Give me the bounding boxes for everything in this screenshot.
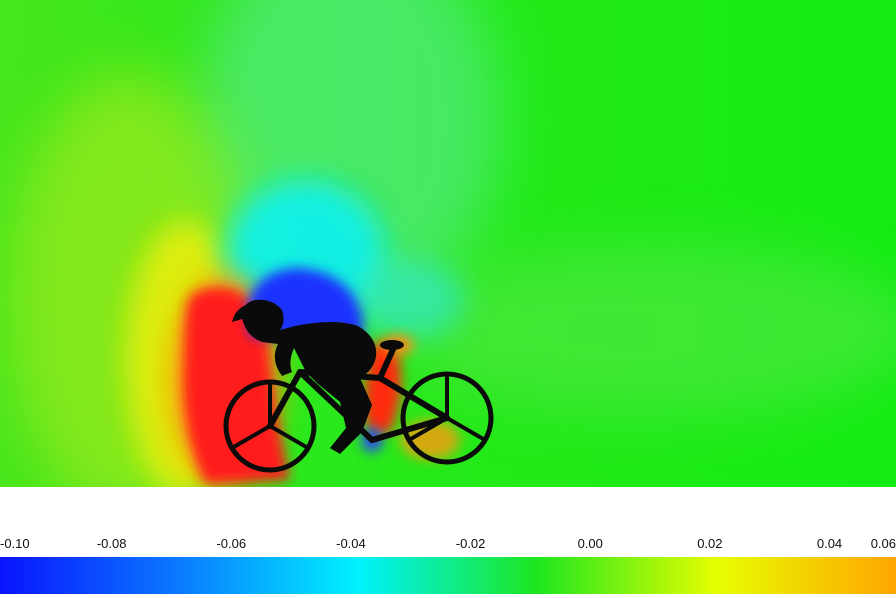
colorbar-tick-label: -0.08 <box>96 536 127 551</box>
rider-helmet <box>232 302 282 322</box>
front-wheel <box>223 379 317 473</box>
colorbar-gradient <box>0 557 896 594</box>
colorbar-tick-label: 0.04 <box>816 536 843 551</box>
colorbar-tick-label: 0.06 <box>870 536 896 551</box>
colorbar-tick-labels: -0.10 -0.08 -0.06 -0.04 -0.02 0.00 0.02 0.04 0.0… <box>0 536 896 554</box>
colorbar-tick-label: -0.04 <box>336 536 366 551</box>
colorbar-tick-label: 0.02 <box>697 536 723 551</box>
colorbar-tick-label: -0.02 <box>455 536 486 551</box>
cyclist-silhouette <box>223 299 494 473</box>
rider-body <box>241 299 377 454</box>
colorbar-tick-label: 0.00 <box>577 536 603 551</box>
colorbar-tick-label: -0.10 <box>0 536 30 551</box>
cyan-halo-right <box>355 260 465 340</box>
wake-band <box>400 245 896 415</box>
pressure-field-plot <box>0 0 896 487</box>
knee-red-zone <box>364 342 402 435</box>
rear-wheel <box>400 371 494 465</box>
colorbar <box>0 557 896 594</box>
rider-saddle <box>380 340 404 350</box>
colorbar-tick-label: -0.06 <box>216 536 247 551</box>
